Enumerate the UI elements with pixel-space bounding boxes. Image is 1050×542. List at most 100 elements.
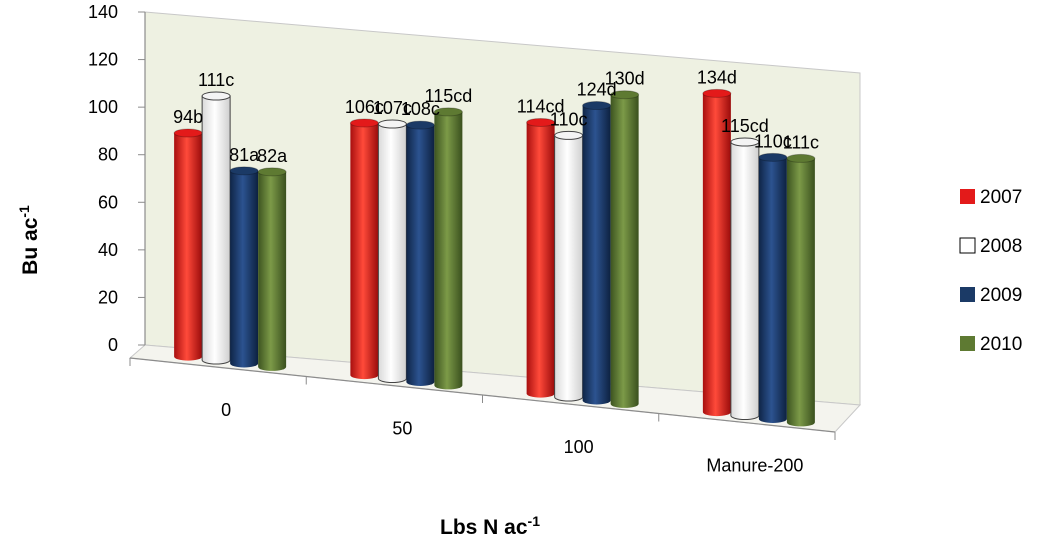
x-axis-title-main: Lbs N ac [440, 516, 528, 539]
x-axis-title-sup: -1 [528, 513, 541, 529]
y-tick-label: 40 [98, 240, 118, 260]
data-label: 94b [173, 107, 203, 127]
bar-2009-0 [229, 166, 259, 368]
data-label: 124d [577, 80, 617, 100]
bar-body [786, 158, 815, 427]
bar-2010-0 [257, 167, 287, 371]
x-tick-label: Manure-200 [706, 456, 803, 476]
bar-body [702, 93, 731, 417]
bar-2008-Manure-200 [730, 137, 760, 421]
bar-body [377, 123, 407, 384]
data-label: 108c [401, 99, 440, 119]
legend-swatch [959, 237, 976, 254]
data-label: 111c [783, 132, 819, 152]
x-axis-title: Lbs N ac-1 [440, 513, 540, 539]
legend-item-2007: 2007 [960, 187, 1022, 208]
bar-cap [173, 128, 203, 138]
x-axis-ticks: 0 50 100 Manure-200 [129, 358, 836, 476]
bar-body [201, 95, 231, 365]
legend-swatch [960, 189, 975, 204]
data-label: 81a [229, 145, 260, 165]
bar-cap [377, 119, 407, 129]
bar-2007-0 [173, 128, 203, 361]
bar-cap [405, 120, 435, 130]
bar-cap [786, 153, 816, 163]
legend-label: 2010 [980, 334, 1022, 355]
y-tick-label: 140 [88, 2, 118, 22]
y-tick-label: 120 [88, 50, 118, 70]
bar-body [730, 141, 760, 421]
bar-2010-100 [610, 90, 640, 408]
legend-label: 2008 [980, 236, 1022, 257]
y-tick-label: 60 [98, 192, 118, 212]
bar-2010-50 [433, 107, 463, 390]
bar-cap [702, 88, 732, 98]
data-label: 115cd [721, 116, 769, 136]
legend-item-2010: 2010 [960, 334, 1022, 355]
y-tick-label: 100 [88, 97, 118, 117]
data-label: 110c [754, 131, 792, 151]
data-label: 114cd [517, 96, 565, 116]
bar-body [554, 134, 584, 402]
bar-body [582, 105, 611, 405]
legend-label: 2009 [980, 285, 1022, 306]
bar-2009-50 [405, 120, 435, 386]
bar-cap [610, 90, 640, 100]
bar-body [758, 157, 787, 423]
bars-group [173, 88, 816, 427]
x-tick-label: 100 [564, 437, 594, 457]
y-axis-title-main: Bu ac [19, 217, 42, 275]
bar-cap [582, 101, 612, 111]
x-tick-label: 50 [392, 419, 412, 439]
data-label: 115cd [425, 86, 473, 106]
bar-2009-Manure-200 [758, 152, 788, 423]
bar-cap [730, 137, 760, 147]
bar-cap [201, 91, 231, 101]
bar-body [258, 171, 287, 371]
y-tick-label: 20 [98, 287, 118, 307]
y-axis-title: Bu ac-1 [16, 205, 42, 275]
legend: 2007 2008 2009 2010 [959, 187, 1022, 355]
bar-cap [758, 152, 788, 162]
bar-2008-0 [201, 91, 231, 365]
data-label: 110c [550, 109, 588, 129]
y-tick-label: 0 [108, 335, 118, 355]
data-labels-group: 94b111c81a82a106c107c108c115cd114cd110c1… [173, 67, 819, 166]
bar-body [350, 122, 379, 380]
bar-2007-Manure-200 [702, 88, 732, 417]
bar-2007-100 [526, 117, 556, 398]
bar-body [174, 133, 203, 361]
legend-item-2009: 2009 [960, 285, 1022, 306]
y-axis-ticks: 0 20 40 60 80 100 120 140 [88, 2, 145, 355]
legend-label: 2007 [980, 187, 1022, 208]
bar-2007-50 [349, 118, 379, 380]
legend-item-2008: 2008 [959, 236, 1022, 257]
bar-body [406, 125, 435, 386]
bar-body [230, 170, 259, 368]
bar-cap [257, 167, 287, 177]
data-label: 111c [198, 70, 234, 90]
bar-cap [433, 107, 463, 117]
bar-body [610, 94, 639, 408]
data-label: 106c [345, 97, 384, 117]
bar-cap [349, 118, 379, 128]
bar-2008-100 [554, 130, 584, 402]
y-tick-label: 80 [98, 145, 118, 165]
bar-2009-100 [582, 101, 612, 405]
bar-2008-50 [377, 119, 407, 384]
data-label: 130d [605, 69, 645, 89]
data-label: 107c [373, 98, 412, 118]
data-label: 82a [257, 146, 288, 166]
bar-cap [554, 130, 584, 140]
bar-body [434, 111, 463, 390]
y-axis-title-sup: -1 [16, 205, 32, 218]
bar-cap [229, 166, 259, 176]
legend-swatch [960, 336, 975, 351]
x-tick-label: 0 [221, 400, 231, 420]
legend-swatch [960, 287, 975, 302]
data-label: 134d [697, 67, 737, 87]
bar-2010-Manure-200 [786, 153, 816, 427]
bar-cap [526, 117, 556, 127]
bar-body [526, 122, 555, 398]
